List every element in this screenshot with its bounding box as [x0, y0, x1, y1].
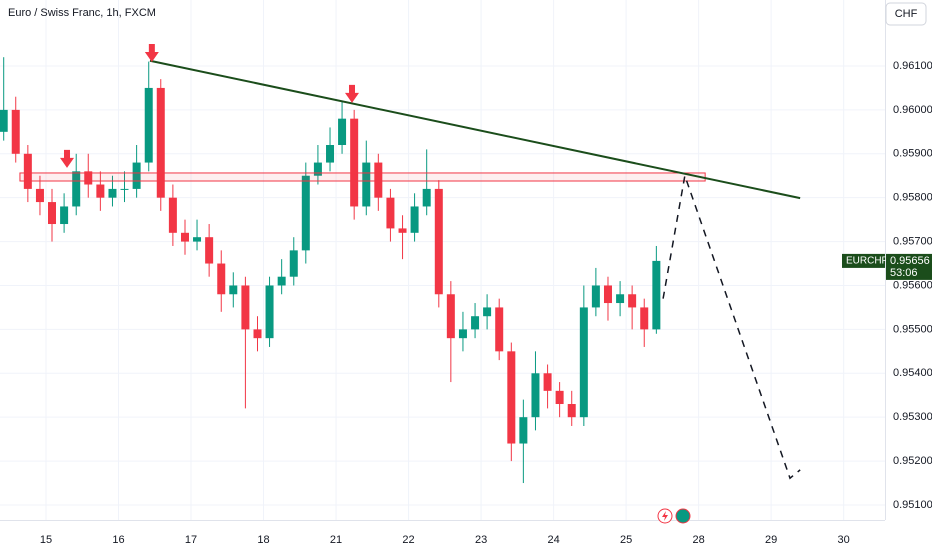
candle-body: [47, 202, 56, 225]
resistance-zone: [19, 172, 706, 182]
candle-body: [144, 87, 153, 163]
candle-body: [11, 109, 20, 154]
candle-body: [96, 184, 105, 198]
x-tick-label: 24: [547, 534, 559, 546]
candle-body: [132, 162, 141, 189]
candle-body: [386, 197, 395, 229]
candle-body: [458, 329, 467, 339]
candle-body: [72, 171, 81, 207]
candle-body: [350, 118, 359, 207]
x-tick-label: 21: [330, 534, 342, 546]
candle-body: [640, 307, 649, 330]
candle-body: [180, 232, 189, 242]
y-tick-label: 0.95500: [893, 323, 932, 335]
candle-body: [652, 260, 661, 330]
candle-body: [579, 307, 588, 418]
candle-body: [507, 351, 516, 444]
candle-body: [156, 87, 165, 198]
candle-body: [120, 188, 129, 190]
candle-body: [483, 307, 492, 317]
candle-body: [591, 285, 600, 308]
candle-body: [398, 228, 407, 233]
x-tick-label: 25: [620, 534, 632, 546]
y-tick-label: 0.95600: [893, 279, 932, 291]
x-tick-label: 15: [40, 534, 52, 546]
candle-body: [495, 307, 504, 352]
candle-body: [410, 206, 419, 233]
candle-body: [531, 373, 540, 418]
candle-body: [265, 285, 274, 339]
candle-body: [555, 390, 564, 405]
price-badge: [886, 253, 932, 280]
event-icon[interactable]: [675, 508, 691, 524]
candle-body: [277, 276, 286, 286]
candle-body: [446, 294, 455, 339]
last-price-label: 0.95656: [890, 255, 930, 267]
candle-body: [35, 188, 44, 203]
candle-body: [616, 294, 625, 304]
event-icon-bolt: [662, 511, 668, 521]
x-tick-label: 23: [475, 534, 487, 546]
candle-body: [362, 162, 371, 207]
arrow-marker: [144, 44, 159, 63]
y-tick-label: 0.95700: [893, 235, 932, 247]
y-tick-label: 0.95200: [893, 455, 932, 467]
grid: [0, 0, 885, 520]
candle-body: [374, 162, 383, 198]
candle-body: [229, 285, 238, 295]
candle-body: [313, 162, 322, 176]
y-tick-label: 0.96000: [893, 104, 932, 116]
symbol-label: EURCHF: [846, 256, 888, 267]
x-tick-label: 29: [765, 534, 777, 546]
candle-body: [422, 188, 431, 207]
candle-body: [567, 404, 576, 418]
x-tick-label: 16: [112, 534, 124, 546]
y-tick-label: 0.96100: [893, 60, 932, 72]
currency-label[interactable]: CHF: [895, 8, 918, 20]
candle-body: [289, 250, 298, 277]
x-tick-label: 28: [693, 534, 705, 546]
candle-body: [519, 417, 528, 444]
candle-body: [60, 206, 69, 225]
x-tick-label: 30: [838, 534, 850, 546]
symbol-badge: [842, 253, 885, 268]
candle-body: [628, 294, 637, 308]
candle-body: [168, 197, 177, 233]
candle-body: [217, 263, 226, 295]
x-tick-label: 18: [257, 534, 269, 546]
y-tick-label: 0.95900: [893, 148, 932, 160]
candle-body: [434, 188, 443, 295]
candle-body: [301, 175, 310, 251]
candle-body: [603, 285, 612, 304]
candle-body: [326, 145, 335, 163]
candle-body: [84, 171, 93, 185]
candle-body: [338, 118, 347, 146]
candle-body: [108, 188, 117, 198]
candle-body: [193, 237, 202, 242]
currency-button[interactable]: [885, 2, 927, 26]
y-tick-label: 0.95400: [893, 367, 932, 379]
chart-title: Euro / Swiss Franc, 1h, FXCM: [8, 7, 156, 19]
candle-body: [253, 329, 262, 339]
arrow-marker: [344, 84, 359, 103]
candle-body: [543, 373, 552, 391]
y-tick-label: 0.95100: [893, 499, 932, 511]
countdown-label: 53:06: [890, 267, 918, 279]
y-tick-label: 0.95300: [893, 411, 932, 423]
candle-body: [0, 109, 8, 132]
x-tick-label: 17: [185, 534, 197, 546]
arrow-marker: [60, 149, 75, 168]
y-tick-label: 0.95800: [893, 192, 932, 204]
trendline: [149, 59, 801, 200]
x-tick-label: 22: [402, 534, 414, 546]
candle-body: [241, 285, 250, 330]
candle-body: [205, 237, 214, 264]
candle-body: [471, 316, 480, 330]
plot: [0, 57, 661, 484]
candle-body: [23, 153, 32, 189]
